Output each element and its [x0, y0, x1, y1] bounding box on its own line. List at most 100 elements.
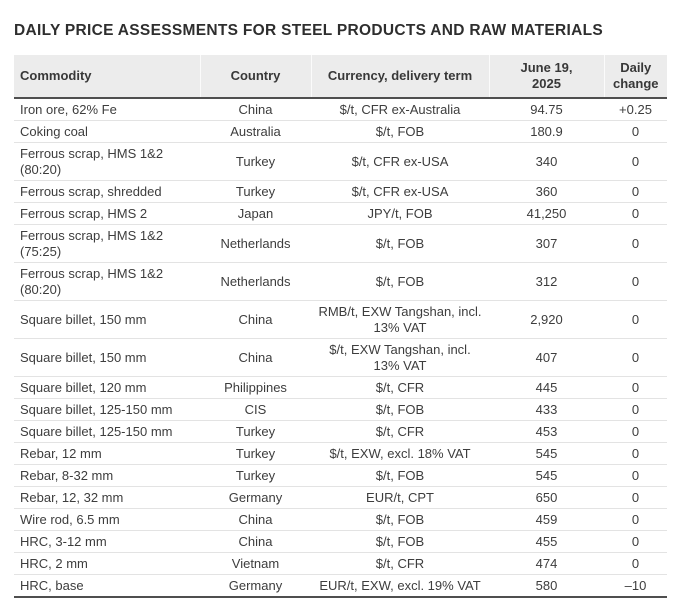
cell-price: 407: [489, 338, 604, 377]
cell-commodity: Ferrous scrap, shredded: [14, 180, 200, 203]
cell-change: 0: [604, 376, 667, 399]
cell-currency: $/t, CFR: [311, 552, 489, 575]
cell-country: Japan: [200, 202, 311, 225]
cell-price: 474: [489, 552, 604, 575]
cell-commodity: Square billet, 125-150 mm: [14, 398, 200, 421]
cell-currency: JPY/t, FOB: [311, 202, 489, 225]
cell-change: 0: [604, 262, 667, 301]
cell-country: China: [200, 530, 311, 553]
cell-country: Netherlands: [200, 262, 311, 301]
cell-currency: $/t, FOB: [311, 464, 489, 487]
table-row: Ferrous scrap, shredded Turkey $/t, CFR …: [14, 180, 667, 203]
cell-country: Turkey: [200, 464, 311, 487]
cell-price: 2,920: [489, 300, 604, 339]
table-row: Ferrous scrap, HMS 1&2 (80:20) Netherlan…: [14, 262, 667, 301]
cell-price: 94.75: [489, 98, 604, 121]
cell-commodity: Rebar, 12, 32 mm: [14, 486, 200, 509]
cell-country: Australia: [200, 120, 311, 143]
cell-change: 0: [604, 508, 667, 531]
cell-currency: $/t, FOB: [311, 262, 489, 301]
cell-change: 0: [604, 420, 667, 443]
column-header-country: Country: [199, 55, 311, 99]
table-row: Wire rod, 6.5 mm China $/t, FOB 459 0: [14, 508, 667, 531]
column-header-change: Daily change: [603, 55, 667, 99]
cell-commodity: Rebar, 12 mm: [14, 442, 200, 465]
cell-commodity: Iron ore, 62% Fe: [14, 98, 200, 121]
table-row: HRC, base Germany EUR/t, EXW, excl. 19% …: [14, 574, 667, 598]
cell-price: 307: [489, 224, 604, 263]
cell-commodity: Square billet, 120 mm: [14, 376, 200, 399]
cell-country: Turkey: [200, 442, 311, 465]
cell-currency: $/t, FOB: [311, 508, 489, 531]
cell-currency: $/t, CFR: [311, 376, 489, 399]
cell-country: Turkey: [200, 420, 311, 443]
cell-currency: EUR/t, EXW, excl. 19% VAT: [311, 574, 489, 598]
cell-change: 0: [604, 300, 667, 339]
cell-change: 0: [604, 224, 667, 263]
cell-currency: $/t, CFR ex-USA: [311, 180, 489, 203]
table-row: Ferrous scrap, HMS 1&2 (80:20) Turkey $/…: [14, 142, 667, 181]
cell-commodity: Square billet, 150 mm: [14, 300, 200, 339]
cell-country: Germany: [200, 574, 311, 598]
table-row: Ferrous scrap, HMS 2 Japan JPY/t, FOB 41…: [14, 202, 667, 225]
cell-change: 0: [604, 464, 667, 487]
table-row: Rebar, 12 mm Turkey $/t, EXW, excl. 18% …: [14, 442, 667, 465]
cell-price: 433: [489, 398, 604, 421]
cell-currency: $/t, FOB: [311, 530, 489, 553]
cell-commodity: Square billet, 150 mm: [14, 338, 200, 377]
cell-price: 545: [489, 464, 604, 487]
table-header-row: Commodity Country Currency, delivery term J…: [14, 55, 667, 99]
cell-price: 453: [489, 420, 604, 443]
table-row: Rebar, 12, 32 mm Germany EUR/t, CPT 650 …: [14, 486, 667, 509]
cell-price: 180.9: [489, 120, 604, 143]
cell-change: 0: [604, 398, 667, 421]
cell-commodity: Ferrous scrap, HMS 1&2 (80:20): [14, 142, 200, 181]
cell-currency: $/t, CFR: [311, 420, 489, 443]
cell-country: Germany: [200, 486, 311, 509]
cell-country: Vietnam: [200, 552, 311, 575]
cell-country: China: [200, 98, 311, 121]
table-row: Iron ore, 62% Fe China $/t, CFR ex-Austr…: [14, 98, 667, 121]
cell-commodity: Square billet, 125-150 mm: [14, 420, 200, 443]
cell-commodity: HRC, 3-12 mm: [14, 530, 200, 553]
cell-change: 0: [604, 338, 667, 377]
price-table: Commodity Country Currency, delivery term J…: [14, 55, 667, 598]
cell-commodity: HRC, base: [14, 574, 200, 598]
table-row: HRC, 2 mm Vietnam $/t, CFR 474 0: [14, 552, 667, 575]
cell-country: China: [200, 300, 311, 339]
cell-currency: $/t, FOB: [311, 224, 489, 263]
cell-currency: $/t, EXW, excl. 18% VAT: [311, 442, 489, 465]
cell-currency: $/t, FOB: [311, 398, 489, 421]
page: DAILY PRICE ASSESSMENTS FOR STEEL PRODUC…: [14, 22, 667, 598]
cell-commodity: Ferrous scrap, HMS 2: [14, 202, 200, 225]
cell-price: 41,250: [489, 202, 604, 225]
cell-change: +0.25: [604, 98, 667, 121]
cell-change: 0: [604, 180, 667, 203]
cell-currency: $/t, FOB: [311, 120, 489, 143]
table-row: Square billet, 125-150 mm CIS $/t, FOB 4…: [14, 398, 667, 421]
cell-country: Netherlands: [200, 224, 311, 263]
cell-currency: RMB/t, EXW Tangshan, incl. 13% VAT: [311, 300, 489, 339]
cell-currency: $/t, CFR ex-Australia: [311, 98, 489, 121]
cell-change: 0: [604, 202, 667, 225]
cell-commodity: Ferrous scrap, HMS 1&2 (75:25): [14, 224, 200, 263]
cell-price: 545: [489, 442, 604, 465]
cell-change: –10: [604, 574, 667, 598]
column-header-currency: Currency, delivery term: [310, 55, 489, 99]
table-row: Coking coal Australia $/t, FOB 180.9 0: [14, 120, 667, 143]
cell-commodity: Ferrous scrap, HMS 1&2 (80:20): [14, 262, 200, 301]
cell-change: 0: [604, 442, 667, 465]
cell-country: China: [200, 508, 311, 531]
column-header-price: June 19, 2025: [488, 55, 604, 99]
cell-change: 0: [604, 120, 667, 143]
cell-price: 650: [489, 486, 604, 509]
cell-price: 459: [489, 508, 604, 531]
cell-change: 0: [604, 530, 667, 553]
cell-country: Turkey: [200, 180, 311, 203]
cell-commodity: Coking coal: [14, 120, 200, 143]
table-row: Rebar, 8-32 mm Turkey $/t, FOB 545 0: [14, 464, 667, 487]
column-header-commodity: Commodity: [14, 55, 200, 99]
cell-change: 0: [604, 552, 667, 575]
cell-commodity: Wire rod, 6.5 mm: [14, 508, 200, 531]
cell-commodity: HRC, 2 mm: [14, 552, 200, 575]
